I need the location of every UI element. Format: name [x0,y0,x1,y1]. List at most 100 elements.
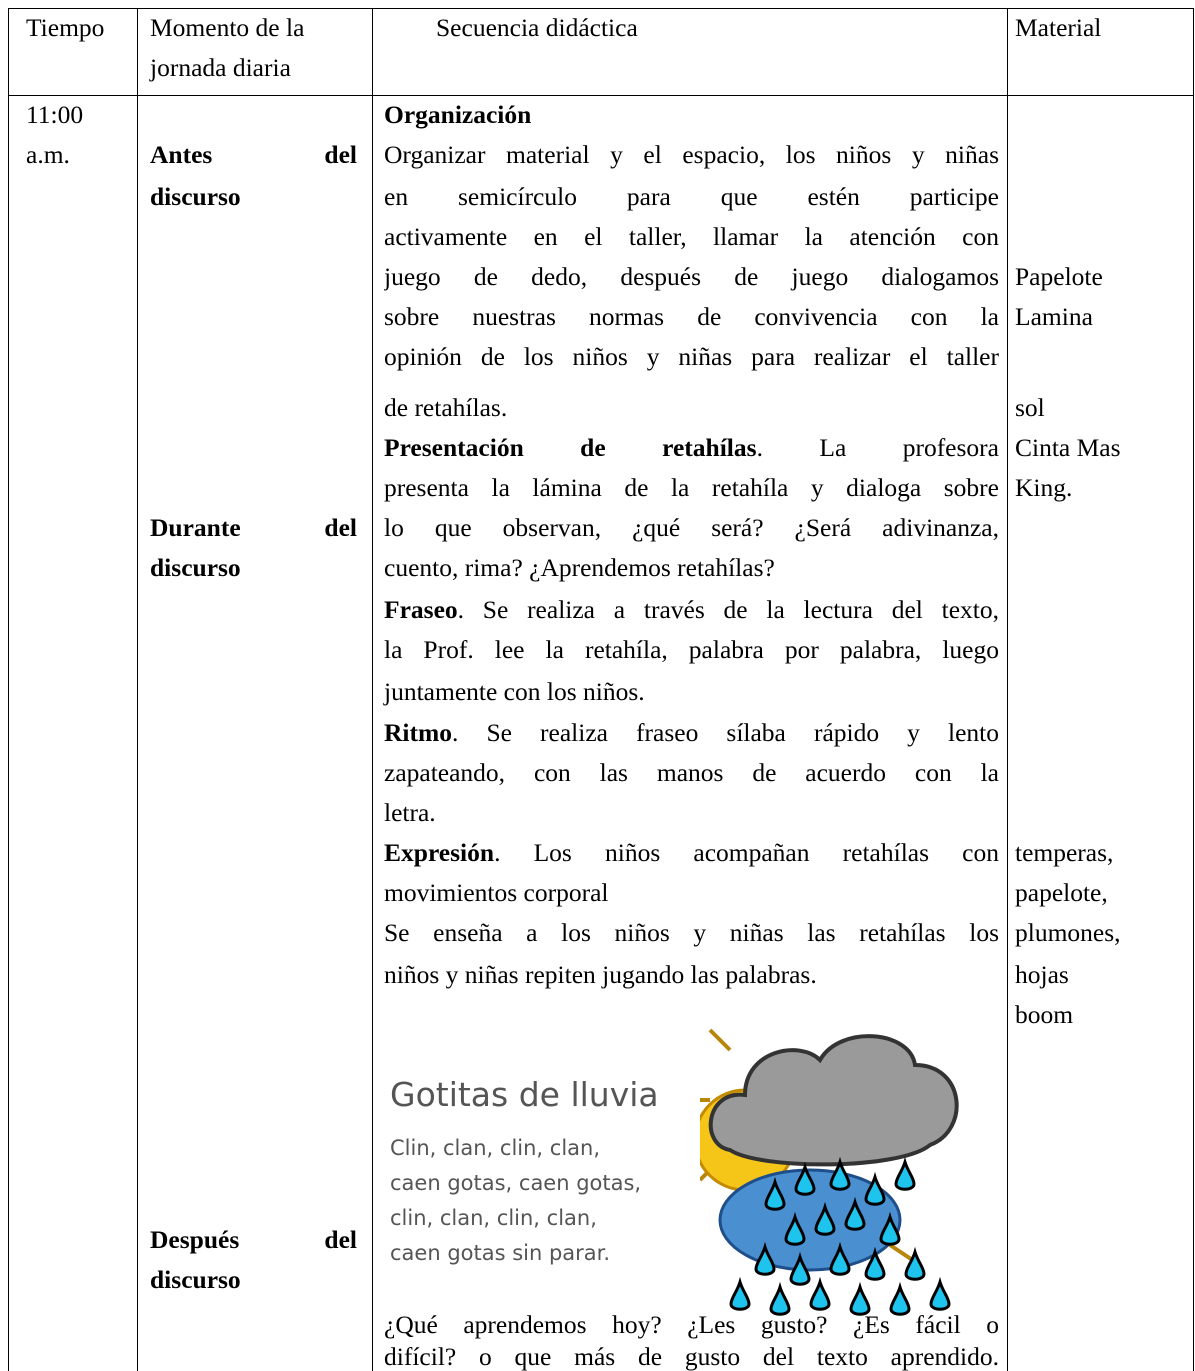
header-cell: Tiempo [26,13,105,42]
sequence-text: opinión de los niños y niñas para realiz… [384,342,999,371]
sequence-line: ¿Qué aprendemos hoy? ¿Les gusto? ¿Es fác… [384,1309,999,1341]
rain-drop [894,1156,916,1191]
material-text: boom [1015,1000,1074,1029]
rain-drop [864,1171,886,1206]
bold-heading: Expresión [384,838,495,867]
sequence-line: de retahílas. [384,392,999,424]
sequence-text: presenta la lámina de la retahíla y dial… [384,473,999,502]
sequence-text: de retahílas. [384,393,508,422]
moment-text: Después del [150,1225,357,1254]
sequence-text: ¿Qué aprendemos hoy? ¿Les gusto? ¿Es fác… [384,1310,999,1339]
sequence-line: zapateando, con las manos de acuerdo con… [384,757,999,789]
sequence-line: cuento, rima? ¿Aprendemos retahílas? [384,552,999,584]
material-text: Cinta Mas [1015,433,1121,462]
sequence-text: movimientos corporal [384,878,609,907]
material-text: King. [1015,473,1073,502]
table-border [8,8,1194,9]
poem-line: Clin, clan, clin, clan, [390,1136,601,1160]
sequence-text: difícil? o que más de gusto del texto ap… [384,1342,999,1371]
bold-heading: Organización [384,100,532,129]
material-text: plumones, [1015,918,1121,947]
sequence-line: lo que observan, ¿qué será? ¿Será adivin… [384,512,999,544]
sequence-line: Expresión. Los niños acompañan retahílas… [384,837,999,869]
material-text: hojas [1015,960,1069,989]
rain-drop [764,1176,786,1211]
sequence-text: niños y niñas repiten jugando las palabr… [384,960,817,989]
rain-cloud-illustration [700,1028,959,1316]
bold-heading: Fraseo [384,595,458,624]
table-border [372,8,373,1371]
rain-drop [784,1211,806,1246]
sequence-text: Organizar material y el espacio, los niñ… [384,140,999,169]
sequence-line: la Prof. lee la retahíla, palabra por pa… [384,634,999,666]
sequence-line: Se enseña a los niños y niñas las retahí… [384,917,999,949]
rain-drop [904,1246,926,1281]
sequence-line: opinión de los niños y niñas para realiz… [384,341,999,373]
rain-drop [794,1161,816,1196]
sequence-line: Fraseo. Se realiza a través de la lectur… [384,594,999,626]
table-border [8,8,9,1371]
material-text: sol [1015,393,1045,422]
time-text: 11:00 [26,100,84,129]
table-border [1193,8,1194,1371]
material-text: Papelote [1015,262,1103,291]
sequence-line: presenta la lámina de la retahíla y dial… [384,472,999,504]
poem-line: caen gotas, caen gotas, [390,1171,642,1195]
rain-drop [929,1276,951,1311]
sequence-text: juego de dedo, después de juego dialogam… [384,262,999,291]
sequence-line: Organizar material y el espacio, los niñ… [384,139,999,171]
rain-drop [769,1281,791,1316]
poem-line: caen gotas sin parar. [390,1241,611,1265]
sequence-line: juego de dedo, después de juego dialogam… [384,261,999,293]
sequence-line: en semicírculo para que estén participe [384,181,999,213]
sequence-line: letra. [384,797,999,829]
header-cell: Momento de la [150,13,305,42]
time-text: a.m. [26,140,70,169]
sequence-text: lo que observan, ¿qué será? ¿Será adivin… [384,513,999,542]
rain-drop [864,1246,886,1281]
sequence-text: letra. [384,798,436,827]
sequence-line: Presentación de retahílas. La profesora [384,432,999,464]
rain-drop [829,1156,851,1191]
sequence-text: la Prof. lee la retahíla, palabra por pa… [384,635,999,664]
rain-drop [889,1281,911,1316]
sequence-text: en semicírculo para que estén participe [384,182,999,211]
sequence-text: . Se realiza a través de la lectura del … [457,595,999,624]
sequence-line: Ritmo. Se realiza fraseo sílaba rápido y… [384,717,999,749]
sequence-text: . Se realiza fraseo sílaba rápido y lent… [451,718,999,747]
sequence-text: . Los niños acompañan retahílas con [494,838,999,867]
header-cell: jornada diaria [150,53,291,82]
material-text: papelote, [1015,878,1108,907]
moment-text: discurso [150,182,241,211]
rain-drop [789,1251,811,1286]
bold-heading: Ritmo [384,718,452,747]
sequence-text: juntamente con los niños. [384,677,645,706]
rain-drop [729,1276,751,1311]
sequence-line: difícil? o que más de gusto del texto ap… [384,1341,999,1371]
table-border [1007,8,1008,1371]
rain-drop [829,1241,851,1276]
rain-drop [814,1201,836,1236]
sequence-text: zapateando, con las manos de acuerdo con… [384,758,999,787]
moment-text: Antes del [150,140,357,169]
rain-drop [844,1196,866,1231]
rain-drop [809,1276,831,1311]
header-cell: Secuencia didáctica [436,13,638,42]
rain-drop [754,1241,776,1276]
table-border [8,95,1194,96]
sequence-line: niños y niñas repiten jugando las palabr… [384,959,999,991]
poem-title: Gotitas de lluvia [390,1075,659,1114]
material-text: Lamina [1015,302,1093,331]
material-text: temperas, [1015,838,1114,867]
rain-drop [849,1281,871,1316]
sequence-line: sobre nuestras normas de convivencia con… [384,301,999,333]
sequence-text: activamente en el taller, llamar la aten… [384,222,999,251]
sequence-text: sobre nuestras normas de convivencia con… [384,302,999,331]
sequence-line: Organización [384,99,999,131]
bold-heading: Presentación de retahílas [384,433,757,462]
table-border [137,8,138,1371]
moment-text: discurso [150,553,241,582]
header-cell: Material [1015,13,1102,42]
sequence-text: Se enseña a los niños y niñas las retahí… [384,918,999,947]
